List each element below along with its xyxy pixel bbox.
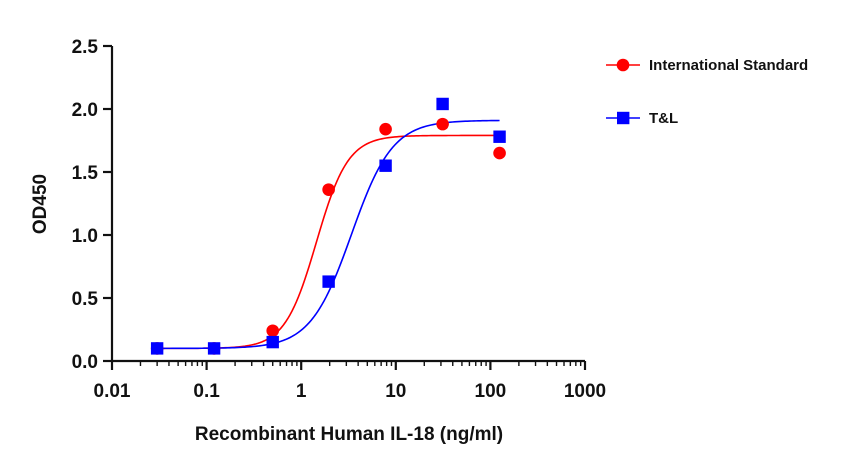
legend-label-t-and-l: T&L <box>649 110 678 127</box>
y-tick-label: 0.0 <box>72 352 98 373</box>
data-point-t-and-l <box>436 97 449 111</box>
data-point-t-and-l <box>379 159 392 172</box>
data-point-t-and-l <box>266 335 279 349</box>
data-point-international-standard <box>322 183 335 196</box>
legend-marker-international-standard <box>616 58 630 72</box>
fit-curve-international-standard <box>157 134 500 350</box>
x-tick-label: 10 <box>385 381 406 402</box>
fit-curves <box>157 119 500 350</box>
x-tick-label: 1000 <box>564 381 606 402</box>
data-point-international-standard <box>379 122 392 136</box>
y-axis-title: OD450 <box>30 174 51 234</box>
data-point-international-standard <box>436 117 449 131</box>
y-tick-label: 2.5 <box>72 37 99 58</box>
x-tick-label: 1 <box>296 381 307 402</box>
x-axis-title: Recombinant Human IL-18 (ng/ml) <box>195 424 503 445</box>
data-point-international-standard <box>493 146 506 160</box>
y-tick-label: 1.5 <box>72 163 99 184</box>
data-point-t-and-l <box>493 130 506 143</box>
y-tick-label: 1.0 <box>72 226 98 247</box>
y-tick-label: 0.5 <box>72 289 99 310</box>
fit-curve-t-and-l <box>157 119 500 350</box>
legend-marker-t-and-l <box>617 111 630 125</box>
data-point-t-and-l <box>322 275 335 288</box>
y-ticks: 0.0 0.5 1.0 1.5 2.0 2.5 <box>72 37 112 373</box>
x-tick-label: 100 <box>475 381 507 402</box>
x-ticks: 0.01 0.1 1 10 100 1000 <box>94 361 606 402</box>
data-point-international-standard <box>266 324 280 338</box>
legend-label-international-standard: International Standard <box>649 57 808 74</box>
x-tick-label: 0.01 <box>94 381 131 402</box>
x-tick-label: 0.1 <box>193 381 220 402</box>
y-tick-label: 2.0 <box>72 100 98 121</box>
data-points <box>150 97 506 355</box>
data-point-t-and-l <box>207 342 221 355</box>
axes: 0.0 0.5 1.0 1.5 2.0 2.5 0.01 0.1 1 10 100 1000 <box>72 37 607 402</box>
legend: International Standard T&L <box>606 57 808 127</box>
data-point-t-and-l <box>150 342 164 355</box>
